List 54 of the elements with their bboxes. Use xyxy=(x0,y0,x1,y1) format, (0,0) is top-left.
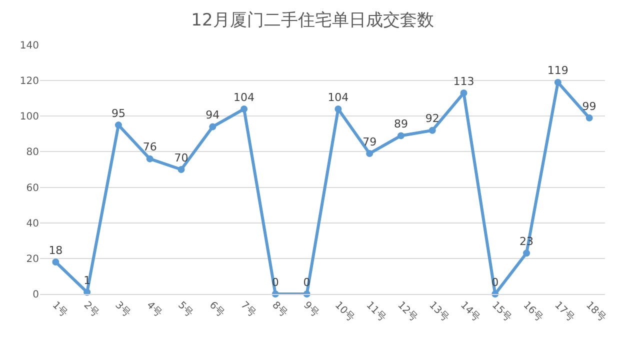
data-label: 92 xyxy=(425,112,440,126)
x-tick-label: 17号 xyxy=(552,300,576,324)
y-tick-label: 140 xyxy=(20,40,39,52)
data-label: 113 xyxy=(453,74,474,88)
data-label: 79 xyxy=(362,135,377,148)
point xyxy=(397,132,404,140)
data-label: 119 xyxy=(547,64,568,78)
point xyxy=(114,122,122,129)
point xyxy=(240,106,248,113)
y-tick-label: 20 xyxy=(26,254,39,265)
x-tick-label: 10号 xyxy=(332,300,356,324)
data-label: 70 xyxy=(174,151,188,164)
x-tick-label: 16号 xyxy=(520,300,545,324)
x-tick-label: 12号 xyxy=(395,300,420,324)
x-tick-label: 1号 xyxy=(50,300,70,320)
x-tick-label: 9号 xyxy=(301,300,321,320)
y-tick-label: 0 xyxy=(32,290,39,300)
y-tick-label: 100 xyxy=(20,112,39,123)
x-tick-label: 8号 xyxy=(270,300,290,320)
y-tick-label: 40 xyxy=(26,218,39,230)
y-tick-label: 80 xyxy=(26,147,39,158)
x-tick-label: 11号 xyxy=(364,300,388,324)
point xyxy=(460,90,468,97)
x-tick-label: 13号 xyxy=(426,300,451,324)
data-label: 18 xyxy=(48,244,63,257)
point xyxy=(52,258,60,266)
x-tick-label: 3号 xyxy=(112,300,132,320)
point xyxy=(554,78,562,86)
point xyxy=(523,250,530,257)
data-label: 76 xyxy=(142,140,157,154)
point xyxy=(586,114,593,122)
y-tick-label: 60 xyxy=(26,182,39,194)
x-tick-label: 14号 xyxy=(458,300,482,324)
x-tick-label: 18号 xyxy=(584,300,608,324)
point xyxy=(366,150,374,157)
chart-title: 12月厦门二手住宅单日成交套数 xyxy=(191,10,434,30)
data-label: 95 xyxy=(111,106,126,120)
data-label: 104 xyxy=(328,90,349,104)
x-tick-label: 2号 xyxy=(81,300,101,320)
data-label: 104 xyxy=(234,90,255,104)
y-tick-label: 120 xyxy=(20,76,39,88)
point xyxy=(146,155,154,162)
x-tick-label: 7号 xyxy=(238,300,258,320)
point xyxy=(209,123,216,130)
data-label: 94 xyxy=(206,108,220,122)
point xyxy=(428,126,436,134)
point xyxy=(334,106,342,113)
x-tick-label: 6号 xyxy=(206,300,226,320)
data-label: 99 xyxy=(582,100,596,113)
point xyxy=(178,166,185,173)
x-tick-label: 4号 xyxy=(144,300,164,320)
data-label: 89 xyxy=(394,118,408,131)
x-tick-label: 15号 xyxy=(489,300,514,324)
x-tick-label: 5号 xyxy=(176,300,195,320)
